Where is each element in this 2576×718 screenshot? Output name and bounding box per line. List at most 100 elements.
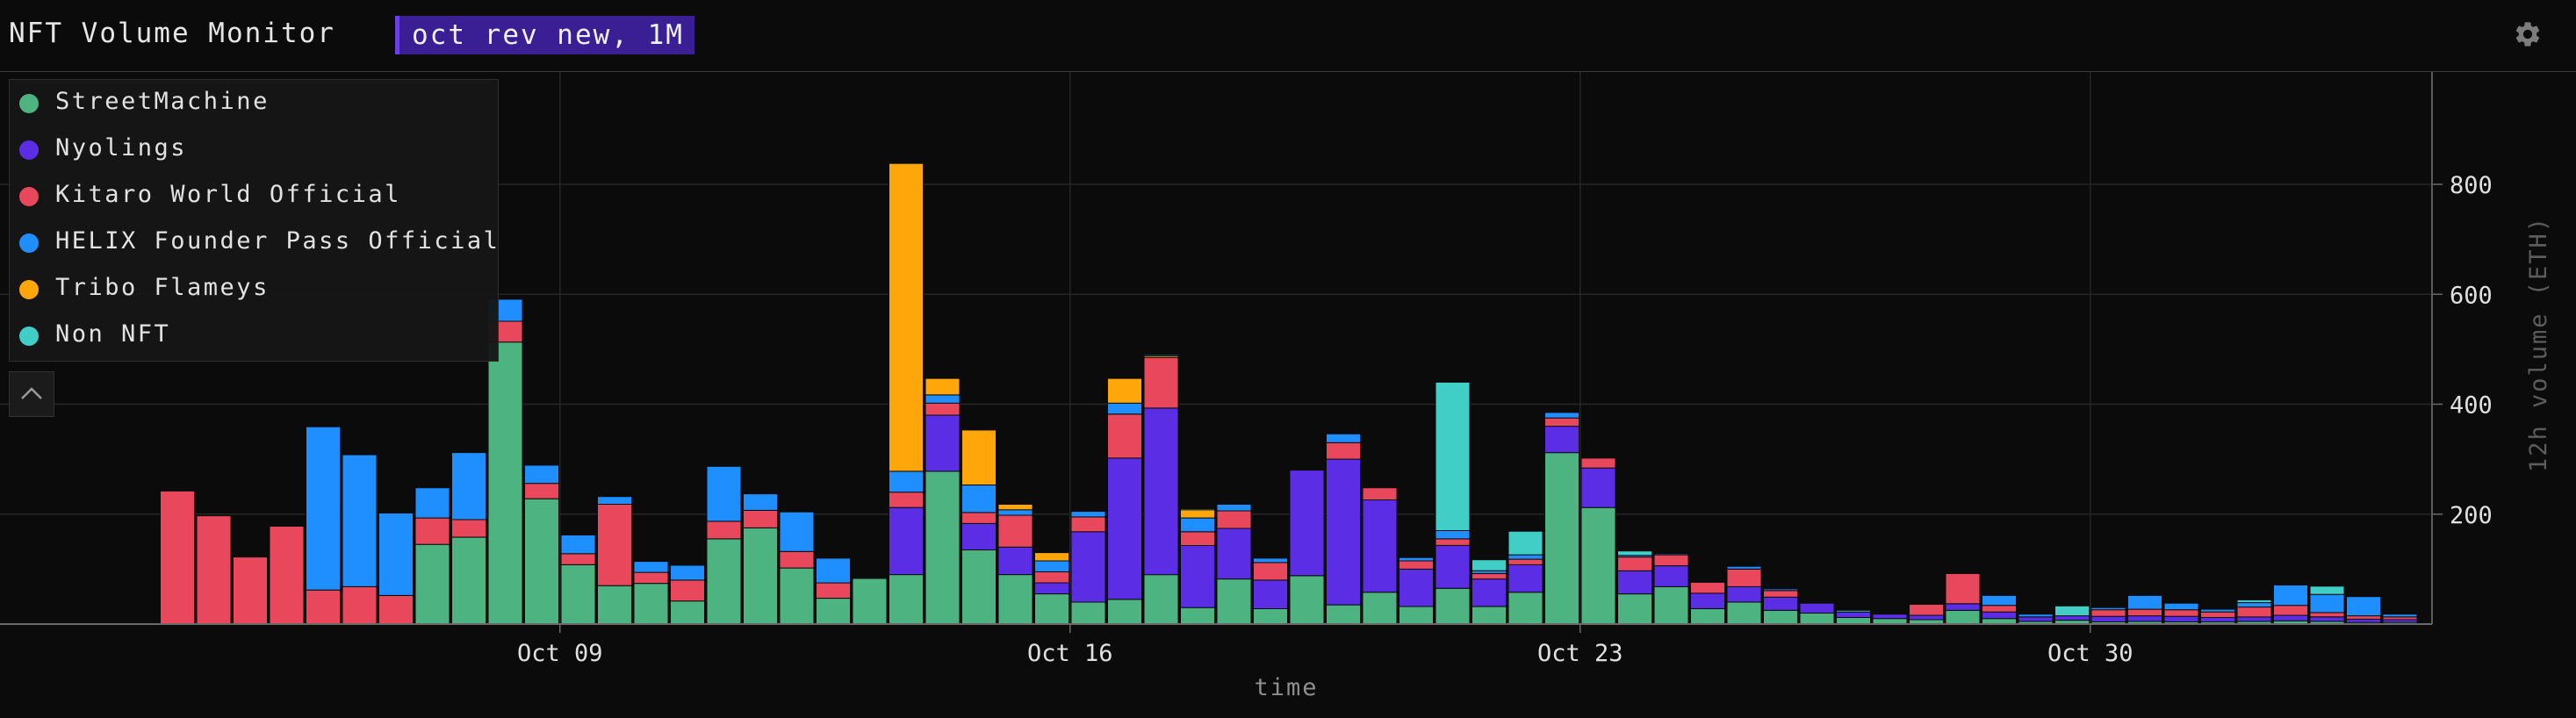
bar-kitaro-world-official[interactable] (1909, 604, 1944, 616)
bar-nyolings[interactable] (1909, 614, 1944, 621)
bar-streetmachine[interactable] (1034, 593, 1069, 625)
bar-non-nft[interactable] (1836, 609, 1871, 613)
bar-kitaro-world-official[interactable] (1362, 487, 1398, 501)
bar-streetmachine[interactable] (961, 549, 997, 625)
bar-kitaro-world-official[interactable] (779, 550, 815, 569)
bar-nyolings[interactable] (1544, 426, 1579, 454)
bar-kitaro-world-official[interactable] (1143, 356, 1179, 409)
bar-kitaro-world-official[interactable] (306, 589, 341, 625)
bar-nyolings[interactable] (1143, 407, 1179, 576)
bar-streetmachine[interactable] (414, 543, 450, 625)
bar-kitaro-world-official[interactable] (1326, 442, 1361, 460)
query-chip[interactable]: oct rev new, 1M (395, 16, 694, 54)
bar-kitaro-world-official[interactable] (269, 526, 305, 625)
bar-streetmachine[interactable] (1289, 575, 1325, 625)
bar-kitaro-world-official[interactable] (2273, 605, 2308, 616)
bar-helix-founder-pass-official[interactable] (2163, 602, 2199, 611)
bar-kitaro-world-official[interactable] (414, 517, 450, 545)
bar-nyolings[interactable] (925, 414, 961, 472)
bar-nyolings[interactable] (2309, 616, 2345, 622)
bar-kitaro-world-official[interactable] (160, 490, 195, 625)
bar-streetmachine[interactable] (743, 527, 778, 625)
bar-non-nft[interactable] (1180, 508, 1215, 511)
bar-nyolings[interactable] (1034, 582, 1069, 594)
bar-kitaro-world-official[interactable] (925, 402, 961, 416)
bar-helix-founder-pass-official[interactable] (1180, 517, 1215, 533)
bar-kitaro-world-official[interactable] (1399, 560, 1434, 570)
bar-helix-founder-pass-official[interactable] (997, 509, 1033, 516)
bar-kitaro-world-official[interactable] (633, 571, 669, 585)
bar-kitaro-world-official[interactable] (2090, 609, 2126, 617)
bar-kitaro-world-official[interactable] (1435, 538, 1471, 546)
bar-nyolings[interactable] (2273, 614, 2308, 621)
bar-nyolings[interactable] (1289, 470, 1325, 577)
bar-streetmachine[interactable] (1326, 604, 1361, 625)
bar-tribo-flameys[interactable] (997, 504, 1033, 511)
bar-streetmachine[interactable] (1471, 606, 1507, 625)
bar-kitaro-world-official[interactable] (2236, 607, 2272, 618)
bar-streetmachine[interactable] (816, 598, 851, 625)
bar-streetmachine[interactable] (1836, 617, 1871, 625)
bar-kitaro-world-official[interactable] (1507, 558, 1543, 565)
bar-nyolings[interactable] (2200, 617, 2235, 622)
bar-helix-founder-pass-official[interactable] (597, 496, 632, 506)
bar-nyolings[interactable] (1580, 467, 1616, 508)
bar-non-nft[interactable] (2309, 585, 2345, 595)
bar-helix-founder-pass-official[interactable] (961, 485, 997, 513)
bar-helix-founder-pass-official[interactable] (2127, 594, 2162, 610)
bar-nyolings[interactable] (1617, 570, 1652, 595)
bar-helix-founder-pass-official[interactable] (560, 535, 596, 555)
bar-streetmachine[interactable] (1544, 452, 1579, 625)
bar-streetmachine[interactable] (925, 470, 961, 625)
bar-streetmachine[interactable] (487, 341, 523, 625)
bar-streetmachine[interactable] (852, 578, 888, 625)
bar-nyolings[interactable] (1872, 614, 1908, 620)
bar-streetmachine[interactable] (451, 536, 486, 625)
bar-kitaro-world-official[interactable] (670, 579, 705, 602)
bar-kitaro-world-official[interactable] (889, 492, 924, 508)
bar-helix-founder-pass-official[interactable] (925, 394, 961, 404)
bar-tribo-flameys[interactable] (1180, 509, 1215, 519)
bar-kitaro-world-official[interactable] (1945, 572, 1981, 605)
bar-nyolings[interactable] (1945, 603, 1981, 611)
bar-helix-founder-pass-official[interactable] (2346, 596, 2381, 617)
bar-nyolings[interactable] (1799, 602, 1835, 614)
bar-streetmachine[interactable] (1799, 613, 1835, 625)
bar-kitaro-world-official[interactable] (2382, 616, 2418, 621)
bar-nyolings[interactable] (1253, 579, 1288, 610)
bar-kitaro-world-official[interactable] (560, 553, 596, 565)
bar-nyolings[interactable] (1399, 568, 1434, 607)
bar-helix-founder-pass-official[interactable] (1435, 530, 1471, 540)
bar-streetmachine[interactable] (1399, 606, 1434, 625)
bar-helix-founder-pass-official[interactable] (2090, 607, 2126, 611)
bar-nyolings[interactable] (1180, 544, 1215, 608)
legend-item-helix[interactable]: HELIX Founder Pass Official (10, 219, 498, 263)
bar-helix-founder-pass-official[interactable] (1070, 511, 1106, 518)
bar-kitaro-world-official[interactable] (1653, 554, 1689, 567)
bar-nyolings[interactable] (1435, 544, 1471, 589)
bar-kitaro-world-official[interactable] (378, 594, 414, 625)
bar-non-nft[interactable] (1471, 559, 1507, 571)
bar-kitaro-world-official[interactable] (961, 512, 997, 524)
bar-helix-founder-pass-official[interactable] (1399, 556, 1434, 562)
bar-non-nft[interactable] (1617, 550, 1652, 556)
bar-kitaro-world-official[interactable] (1763, 590, 1798, 598)
bar-non-nft[interactable] (1507, 530, 1543, 556)
bar-nyolings[interactable] (2054, 615, 2090, 621)
bar-nyolings[interactable] (1836, 611, 1871, 619)
bar-nyolings[interactable] (1326, 458, 1361, 606)
bar-kitaro-world-official[interactable] (1034, 571, 1069, 584)
bar-nyolings[interactable] (2090, 615, 2126, 623)
bar-kitaro-world-official[interactable] (997, 514, 1033, 548)
bar-helix-founder-pass-official[interactable] (743, 493, 778, 511)
gear-icon[interactable] (2513, 19, 2543, 49)
bar-non-nft[interactable] (1435, 381, 1471, 531)
bar-helix-founder-pass-official[interactable] (2200, 608, 2235, 613)
bar-helix-founder-pass-official[interactable] (1216, 504, 1252, 512)
bar-nyolings[interactable] (961, 522, 997, 551)
bar-nyolings[interactable] (1070, 531, 1106, 603)
bar-helix-founder-pass-official[interactable] (1034, 560, 1069, 572)
bar-kitaro-world-official[interactable] (1180, 531, 1215, 546)
bar-helix-founder-pass-official[interactable] (670, 564, 705, 581)
bar-nyolings[interactable] (1653, 565, 1689, 587)
